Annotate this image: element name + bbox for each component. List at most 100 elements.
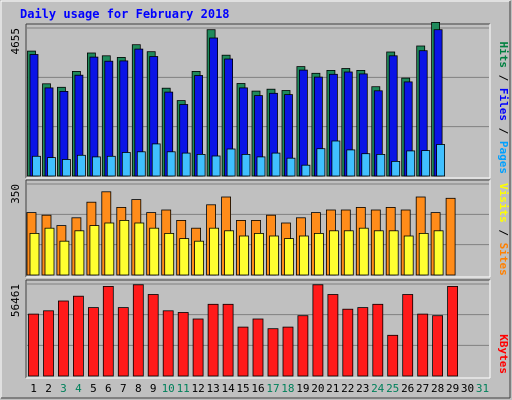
bar-visits-day-12 xyxy=(194,240,205,276)
bar-kbytes-day-26 xyxy=(402,294,414,377)
x-tick-label-day-20: 20 xyxy=(311,382,324,395)
bar-visits-day-20 xyxy=(313,232,324,276)
bar-kbytes-day-10 xyxy=(162,310,174,377)
bar-pages-day-1 xyxy=(32,155,41,177)
bar-pages-day-28 xyxy=(436,144,446,177)
bar-kbytes-day-21 xyxy=(327,294,339,377)
x-tick-label-day-15: 15 xyxy=(236,382,249,395)
x-tick-label-day-25: 25 xyxy=(386,382,399,395)
bar-kbytes-day-14 xyxy=(222,303,234,377)
x-tick-label-day-3: 3 xyxy=(60,382,67,395)
panel-sites-max-label: 350 xyxy=(9,184,22,204)
legend-visits: Visits xyxy=(497,183,510,223)
bar-visits-day-1 xyxy=(29,232,40,276)
x-tick-label-day-28: 28 xyxy=(431,382,444,395)
x-tick-label-day-31: 31 xyxy=(476,382,489,395)
bar-visits-day-22 xyxy=(343,230,354,276)
bar-pages-day-24 xyxy=(376,153,386,177)
bar-visits-day-15 xyxy=(239,235,249,276)
bar-kbytes-day-11 xyxy=(177,312,189,377)
bar-pages-day-20 xyxy=(316,148,326,177)
bar-visits-day-6 xyxy=(104,222,115,276)
bar-kbytes-day-6 xyxy=(102,285,114,377)
bar-pages-day-14 xyxy=(226,148,236,177)
bar-kbytes-day-27 xyxy=(417,313,429,377)
chart-panels: 4655 Hits / Files / Pages 350 Visits / Site… xyxy=(9,21,510,379)
bar-visits-day-28 xyxy=(433,230,444,276)
bar-visits-day-27 xyxy=(418,232,429,276)
legend-separator: / xyxy=(497,68,510,88)
bar-pages-day-18 xyxy=(286,157,296,177)
bar-pages-day-2 xyxy=(47,157,56,177)
bar-visits-day-11 xyxy=(179,238,190,276)
x-tick-label-day-7: 7 xyxy=(120,382,127,395)
bar-pages-day-7 xyxy=(121,152,131,177)
x-tick-label-day-18: 18 xyxy=(281,382,294,395)
x-tick-label-day-17: 17 xyxy=(266,382,279,395)
bar-kbytes-day-13 xyxy=(207,303,219,377)
bar-files-day-19 xyxy=(298,69,308,177)
x-tick-label-day-12: 12 xyxy=(191,382,204,395)
legend-separator: / xyxy=(497,223,510,243)
bar-visits-day-8 xyxy=(134,222,145,276)
bar-kbytes-day-22 xyxy=(342,308,354,377)
chart-title: Daily usage for February 2018 xyxy=(20,7,230,21)
x-tick-label-day-23: 23 xyxy=(356,382,369,395)
bar-pages-day-6 xyxy=(106,155,116,177)
bar-visits-day-7 xyxy=(119,219,130,276)
bar-pages-day-19 xyxy=(301,164,311,177)
bar-kbytes-day-9 xyxy=(147,294,159,377)
bar-kbytes-day-4 xyxy=(73,295,84,377)
bar-kbytes-day-19 xyxy=(297,315,309,377)
x-tick-label-day-2: 2 xyxy=(45,382,52,395)
series-files xyxy=(29,29,443,177)
bar-pages-day-23 xyxy=(361,153,371,177)
x-tick-label-day-16: 16 xyxy=(251,382,264,395)
bar-pages-day-16 xyxy=(256,156,266,177)
legend-hits: Hits xyxy=(497,42,510,69)
bar-pages-day-27 xyxy=(421,150,431,177)
bar-kbytes-day-15 xyxy=(237,326,249,377)
bar-visits-day-14 xyxy=(224,230,235,276)
x-tick-label-day-29: 29 xyxy=(446,382,459,395)
x-tick-label-day-9: 9 xyxy=(150,382,157,395)
bar-visits-day-9 xyxy=(149,227,160,276)
bar-kbytes-day-12 xyxy=(192,318,204,377)
x-tick-label-day-14: 14 xyxy=(221,382,235,395)
bar-kbytes-day-25 xyxy=(387,334,399,377)
bar-kbytes-day-2 xyxy=(43,310,54,377)
series-pages xyxy=(32,140,446,177)
bar-kbytes-day-3 xyxy=(58,300,69,377)
bar-visits-day-16 xyxy=(254,232,264,276)
bar-kbytes-day-23 xyxy=(357,307,369,377)
bar-visits-day-5 xyxy=(89,225,100,276)
legend-pages: Pages xyxy=(497,141,510,174)
x-tick-label-day-26: 26 xyxy=(401,382,414,395)
x-tick-label-day-8: 8 xyxy=(135,382,142,395)
series-visits xyxy=(29,219,444,276)
bar-pages-day-5 xyxy=(92,156,101,177)
bar-visits-day-21 xyxy=(328,230,339,276)
legend-files: Files xyxy=(497,88,510,121)
bar-pages-day-12 xyxy=(196,153,206,177)
bar-kbytes-day-1 xyxy=(28,313,39,377)
bar-pages-day-17 xyxy=(271,152,281,177)
panel-kbytes-legend: KBytes xyxy=(497,334,510,374)
bar-kbytes-day-29 xyxy=(447,285,459,377)
x-tick-label-day-1: 1 xyxy=(30,382,37,395)
bar-pages-day-8 xyxy=(136,151,146,177)
bar-pages-day-15 xyxy=(241,153,251,177)
bar-files-day-13 xyxy=(209,37,219,177)
bar-visits-day-25 xyxy=(388,230,399,276)
bar-kbytes-day-28 xyxy=(432,315,444,377)
bar-pages-day-13 xyxy=(211,155,221,177)
bar-visits-day-19 xyxy=(298,235,309,276)
bar-kbytes-day-8 xyxy=(132,284,144,377)
bar-pages-day-11 xyxy=(181,152,191,177)
bar-pages-day-26 xyxy=(406,150,416,177)
bar-visits-day-2 xyxy=(44,227,55,276)
bar-pages-day-22 xyxy=(346,149,356,177)
bar-pages-day-21 xyxy=(331,140,341,177)
